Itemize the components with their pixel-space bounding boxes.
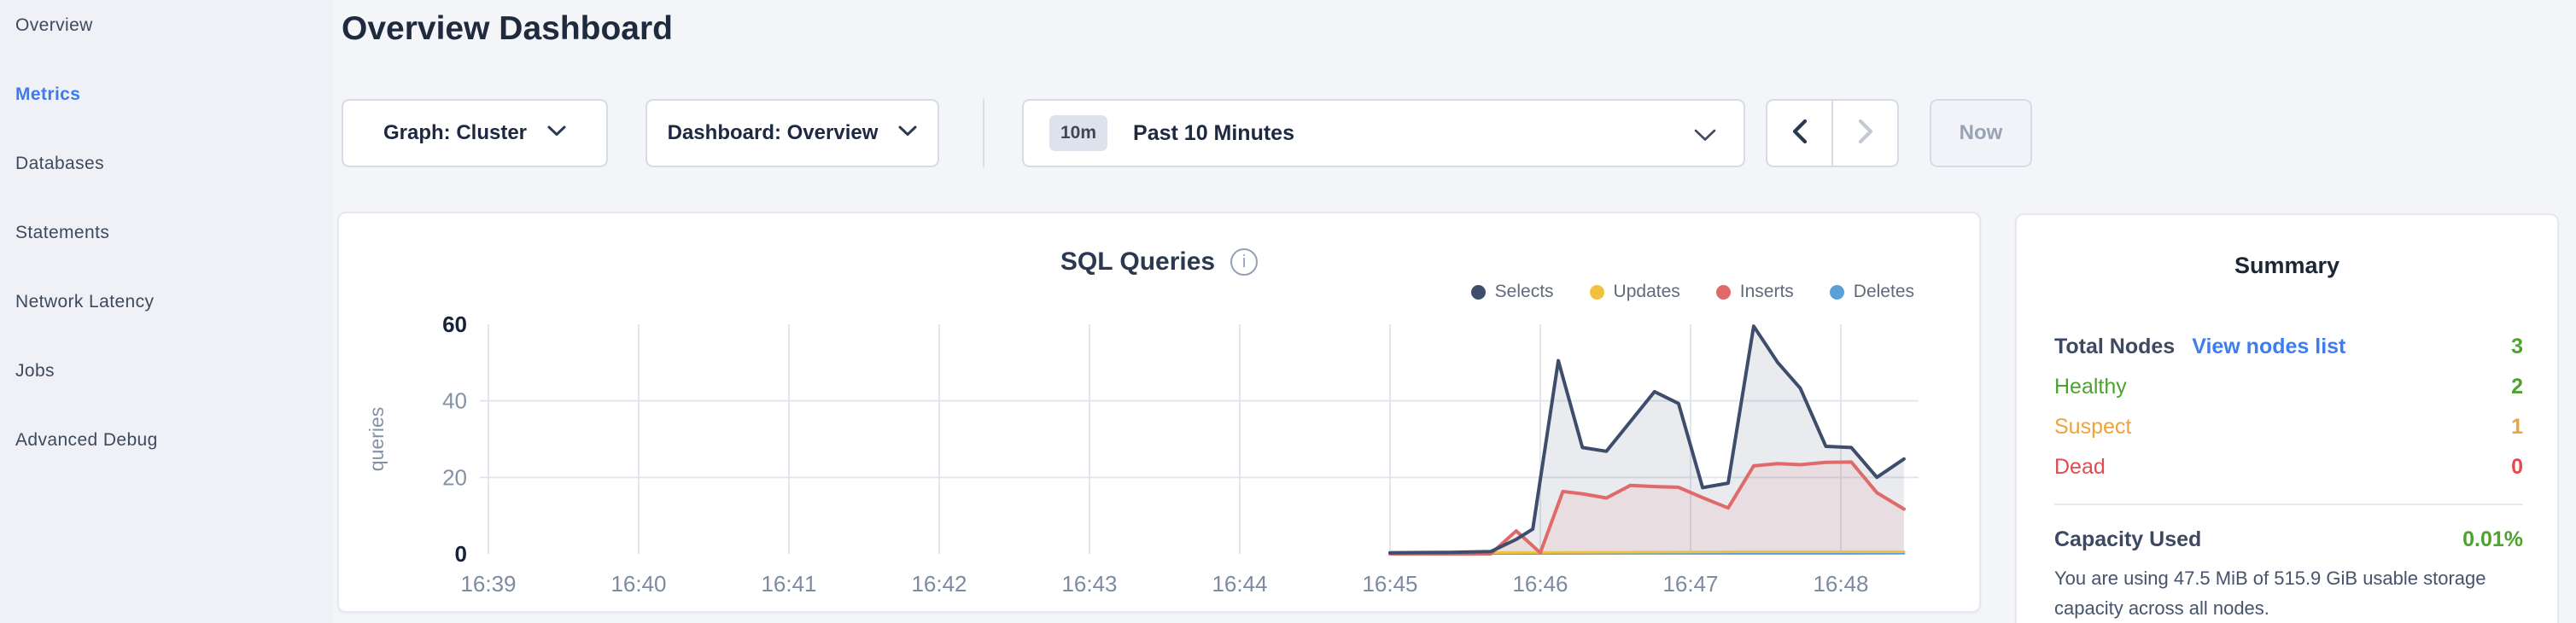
legend-label: Inserts [1739,282,1794,301]
summary-row-label: Dead [2054,455,2106,479]
dashboard-dropdown[interactable]: Dashboard: Overview [645,99,939,167]
y-tick-label: 60 [442,312,467,337]
summary-row-label: Suspect [2054,415,2132,439]
legend-dot [1715,284,1731,300]
x-tick-label: 16:43 [1061,571,1117,597]
graph-dropdown[interactable]: Graph: Cluster [342,99,608,167]
legend-item-updates: Updates [1589,282,1680,302]
x-tick-label: 16:46 [1512,571,1568,597]
sidebar: Overview Metrics Databases Statements Networ… [0,0,333,623]
capacity-used-label: Capacity Used [2054,527,2202,551]
x-tick-label: 16:41 [761,571,816,597]
toolbar-divider [983,99,984,167]
sidebar-item-statements[interactable]: Statements [15,223,110,242]
sql-queries-card: SQL Queries i Selects Updates Inserts Delet… [337,212,1981,613]
sidebar-item-jobs[interactable]: Jobs [15,361,55,381]
sidebar-item-metrics[interactable]: Metrics [15,84,81,104]
y-axis-label: queries [365,407,388,471]
legend-item-inserts: Inserts [1715,282,1794,302]
x-tick-label: 16:47 [1662,571,1718,597]
summary-row-total-nodes: Total Nodes View nodes list 3 [2054,335,2523,359]
y-tick-label: 20 [442,464,467,490]
summary-title: Summary [2234,253,2340,278]
sidebar-item-network-latency[interactable]: Network Latency [15,292,155,312]
series-line-inserts [1388,460,1906,556]
capacity-used-value: 0.01% [2462,527,2523,551]
chevron-down-icon [898,125,917,141]
time-range-badge: 10m [1049,115,1108,151]
x-tick-label: 16:44 [1212,571,1267,597]
legend-item-selects: Selects [1470,282,1554,302]
time-range-label: Past 10 Minutes [1133,120,1294,145]
chevron-down-icon [1694,129,1716,146]
sidebar-item-advanced-debug[interactable]: Advanced Debug [15,430,158,450]
legend-dot [1829,284,1844,300]
capacity-row: Capacity Used 0.01% [2054,527,2523,552]
dashboard-dropdown-label: Dashboard: Overview [667,121,879,144]
summary-row-value: 0 [2511,455,2523,479]
x-tick-label: 16:40 [610,571,666,597]
sidebar-item-databases[interactable]: Databases [15,154,104,173]
y-tick-label: 0 [455,541,467,567]
summary-row-label: Total Nodes [2054,335,2176,358]
page-title: Overview Dashboard [342,10,673,47]
graph-dropdown-label: Graph: Cluster [383,121,528,144]
prev-range-button[interactable] [1767,101,1831,166]
x-tick-label: 16:45 [1362,571,1417,597]
legend-item-deletes: Deletes [1829,282,1914,302]
now-button[interactable]: Now [1930,99,2032,167]
time-range-select[interactable]: 10m Past 10 Minutes [1022,99,1745,167]
legend-label: Selects [1494,282,1554,301]
capacity-description: You are using 47.5 MiB of 515.9 GiB usab… [2054,568,2486,619]
x-tick-label: 16:48 [1813,571,1868,597]
legend-dot [1589,284,1604,300]
summary-row-label: Healthy [2054,375,2127,399]
x-tick-label: 16:42 [911,571,967,597]
series-line-selects [1388,324,1906,555]
summary-row-value: 1 [2511,415,2523,439]
sidebar-item-overview[interactable]: Overview [15,15,93,35]
chevron-right-icon [1858,119,1873,148]
x-tick-label: 16:39 [460,571,516,597]
legend-label: Deletes [1853,282,1914,301]
summary-row-value: 2 [2511,375,2523,399]
summary-row-value: 3 [2511,335,2523,358]
chevron-down-icon [547,125,566,141]
chart-title-row: SQL Queries i [339,247,1979,277]
summary-row-suspect: Suspect 1 [2054,415,2523,440]
chevron-left-icon [1792,119,1808,148]
summary-row-healthy: Healthy 2 [2054,375,2523,399]
info-icon[interactable]: i [1230,248,1259,276]
next-range-button[interactable] [1831,101,1897,166]
summary-card: Summary Total Nodes View nodes list 3 Healt… [2015,213,2559,623]
chart-legend: Selects Updates Inserts Deletes [1470,282,1914,302]
sql-queries-plot[interactable]: 16:39 16:40 16:41 16:42 16:43 16:44 16:45 16:46… [339,213,1979,611]
time-range-arrows [1766,99,1899,167]
y-tick-label: 40 [442,388,467,414]
chart-title: SQL Queries [1060,247,1216,276]
legend-dot [1470,284,1486,300]
summary-row-dead: Dead 0 [2054,455,2523,480]
summary-divider [2054,504,2523,505]
legend-label: Updates [1613,282,1680,301]
view-nodes-link[interactable]: View nodes list [2192,335,2346,358]
